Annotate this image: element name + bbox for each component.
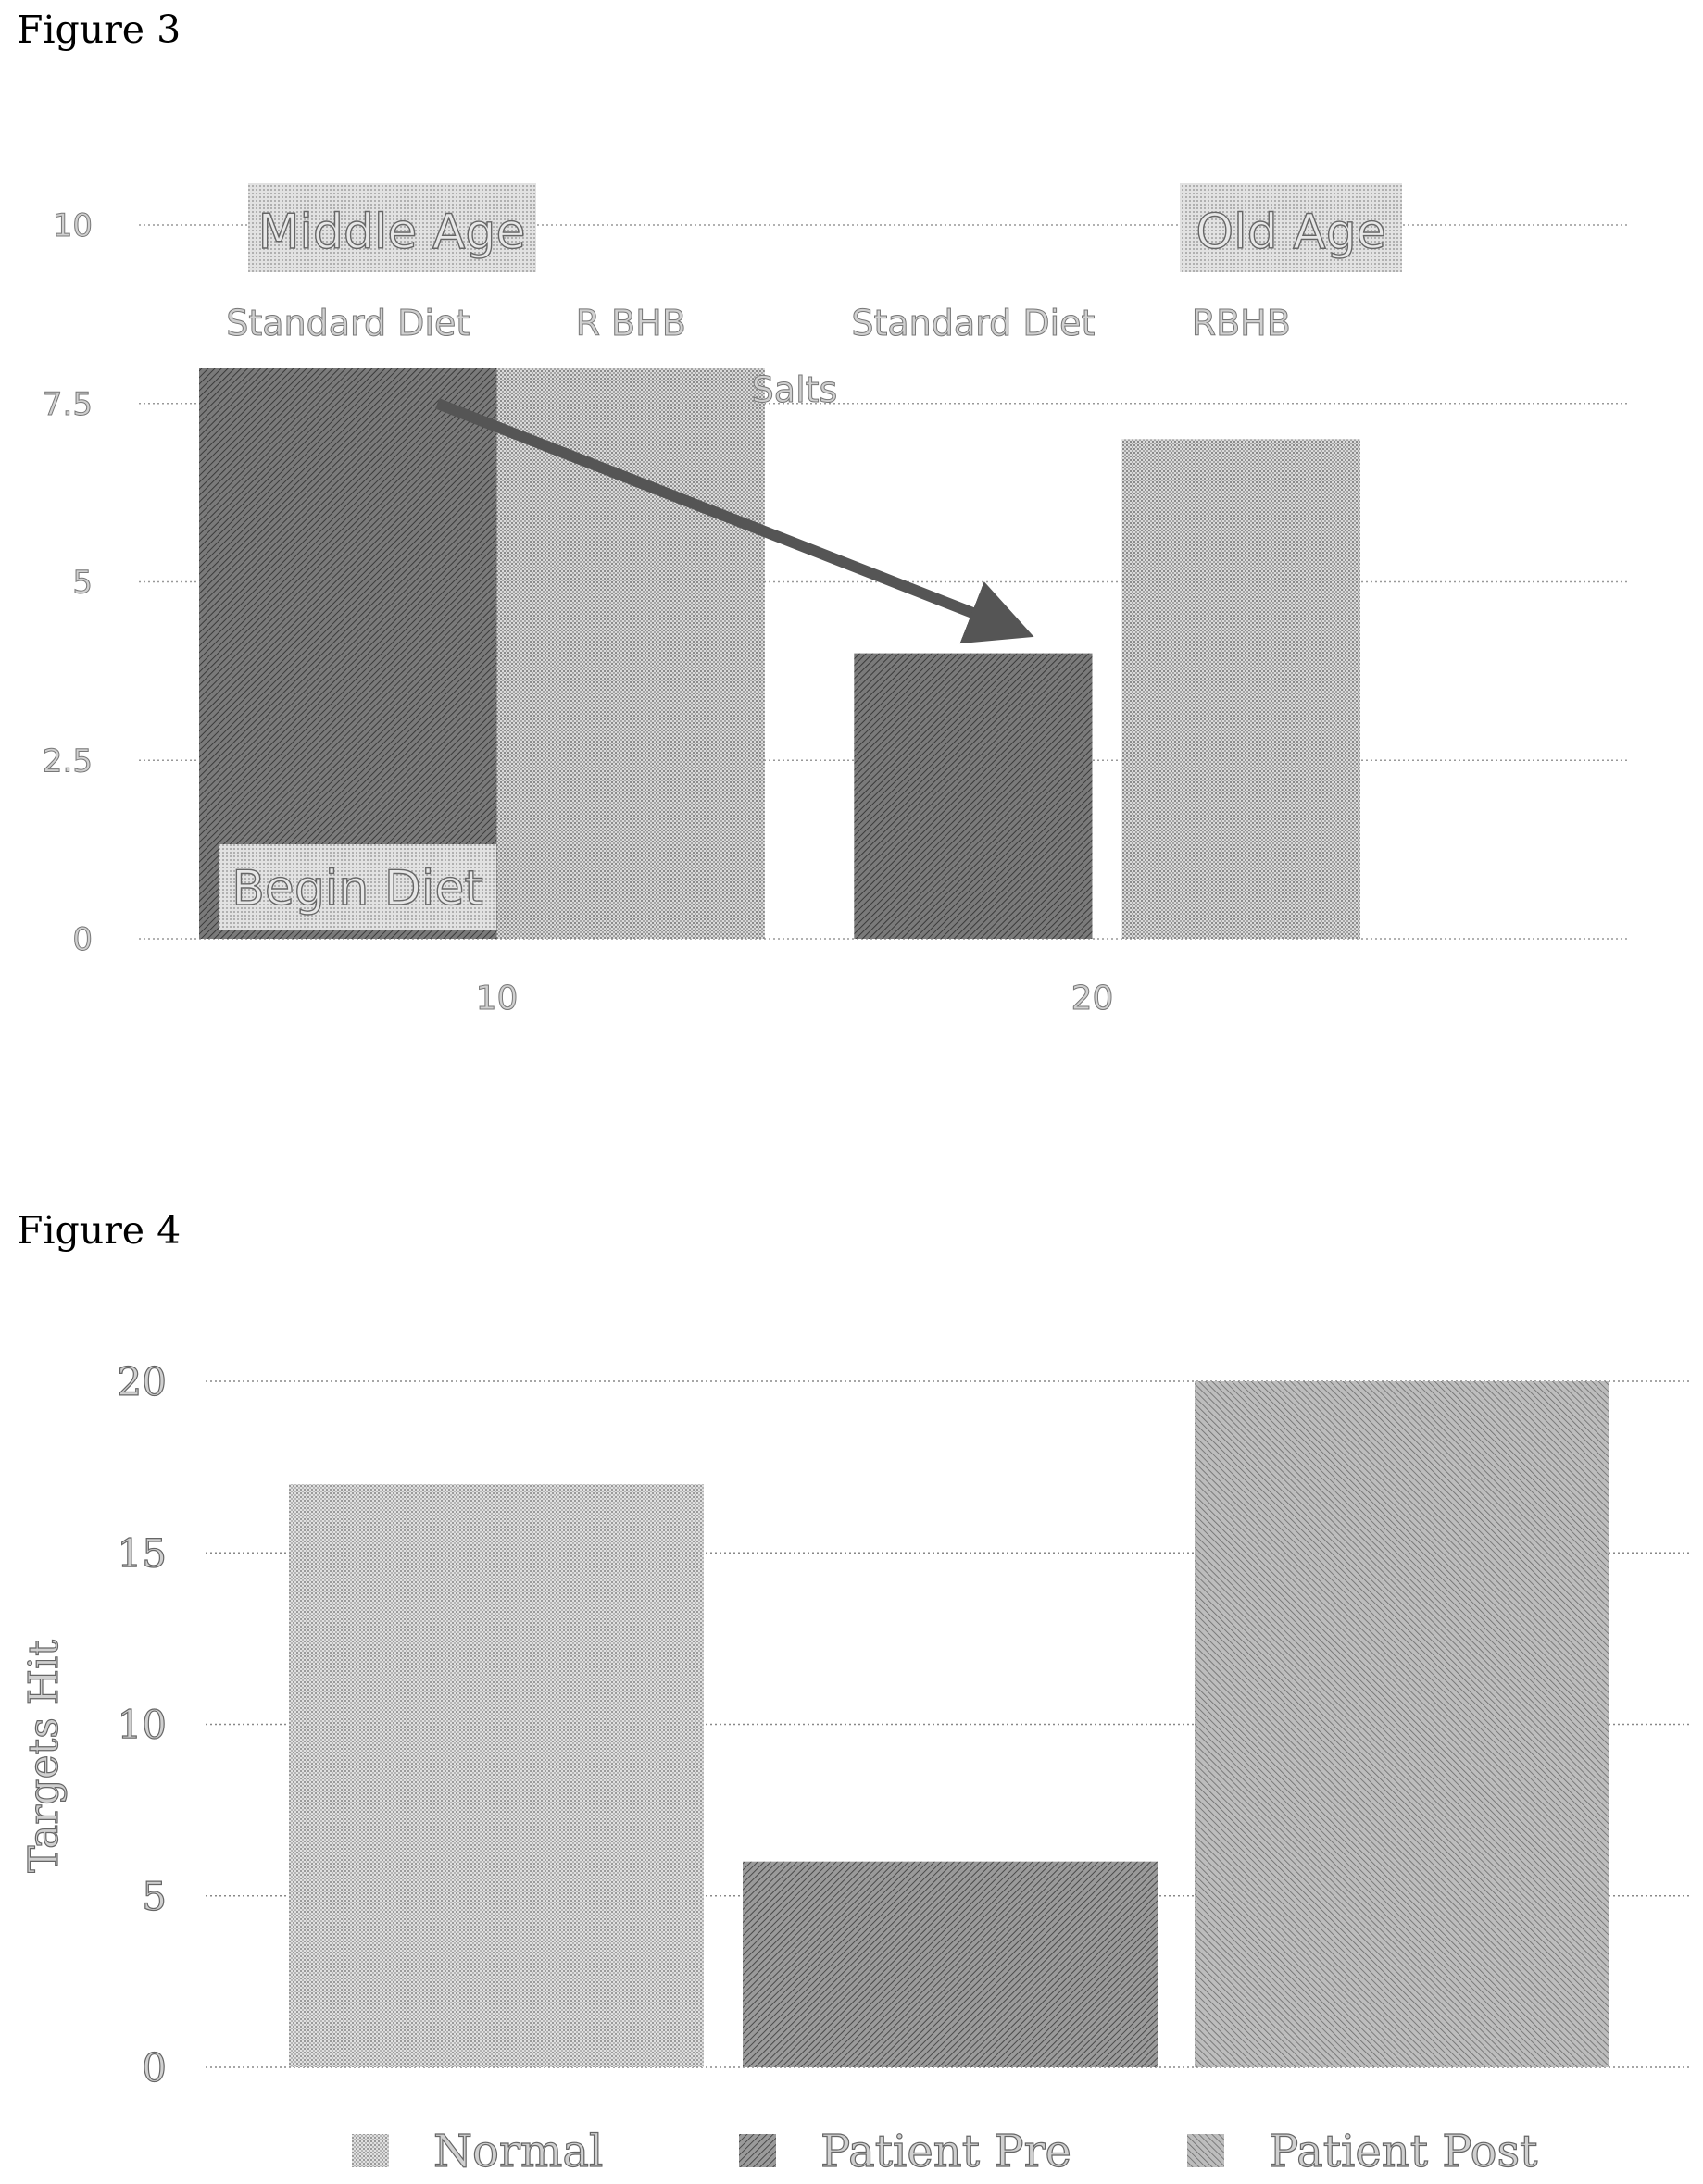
fig3-x-tick-label: 10 (476, 980, 519, 1017)
fig3-x-ticks: 10 20 (475, 980, 1114, 1018)
fig4-bar (743, 1861, 1158, 2067)
fig3-y-tick-label: 2.5 (43, 743, 93, 780)
fig3-bar-labels: Standard Diet R BHB Standard Diet RBHB (226, 303, 1292, 344)
fig3-middle-age-label: Middle Age (258, 205, 526, 260)
figure-4-label: Figure 4 (17, 1208, 182, 1253)
fig3-bar (199, 368, 497, 939)
fig4-y-tick-label: 0 (142, 2045, 167, 2090)
fig4-bar (289, 1484, 704, 2067)
fig4-legend-swatch (352, 2134, 389, 2167)
figure-3-chart: 02.557.510 Standard Diet R BHB Standard Di… (42, 183, 1630, 1018)
fig3-y-tick-label: 7.5 (43, 386, 93, 423)
fig3-y-ticks: 0 2.5 5 7.5 10 (42, 207, 93, 959)
fig3-middle-age-box (248, 183, 536, 272)
fig3-bar (496, 368, 765, 939)
fig4-y-ticks: 0 5 10 15 20 (117, 1358, 168, 2090)
fig3-begin-diet-box (219, 844, 496, 930)
fig4-y-tick-label: 20 (118, 1359, 167, 1404)
fig3-x-tick-label: 20 (1071, 980, 1114, 1017)
fig4-bar (1195, 1381, 1609, 2067)
fig3-bar-label: Standard Diet (226, 303, 470, 343)
fig3-y-tick-label: 0 (72, 921, 93, 958)
fig3-bar-label: RBHB (1192, 303, 1291, 343)
fig4-y-axis-label: Targets Hit (20, 1640, 68, 1873)
fig4-y-tick-label: 15 (118, 1530, 167, 1576)
fig3-arrow (435, 398, 1034, 644)
fig3-y-tick-label: 10 (53, 207, 93, 244)
fig3-begin-diet-label: Begin Diet (232, 861, 482, 917)
fig3-salts-label: Salts (752, 369, 838, 410)
fig3-bar (1121, 439, 1360, 939)
fig3-annotations: Middle Age Old Age Salts Begin Diet (219, 183, 1402, 930)
fig3-bar-label: Standard Diet (851, 303, 1095, 343)
fig4-legend-swatch (739, 2134, 776, 2167)
fig4-legend-label: Patient Post (1269, 2126, 1537, 2178)
fig4-legend: Normal Patient Pre Patient Post (352, 2125, 1538, 2178)
fig3-old-age-label: Old Age (1196, 205, 1386, 260)
fig3-bars (199, 368, 1360, 939)
fig3-bar (854, 653, 1093, 939)
fig4-legend-label: Patient Pre (820, 2126, 1071, 2178)
fig4-bars (289, 1381, 1609, 2067)
fig4-legend-swatch (1187, 2134, 1224, 2167)
fig3-bar-label: R BHB (576, 303, 686, 343)
fig4-y-tick-label: 10 (118, 1703, 167, 1748)
fig4-legend-label: Normal (433, 2126, 603, 2178)
figure-3-label: Figure 3 (17, 7, 182, 52)
fig3-y-tick-label: 5 (72, 565, 93, 602)
fig4-y-tick-label: 5 (142, 1874, 167, 1919)
fig3-old-age-box (1180, 183, 1402, 272)
